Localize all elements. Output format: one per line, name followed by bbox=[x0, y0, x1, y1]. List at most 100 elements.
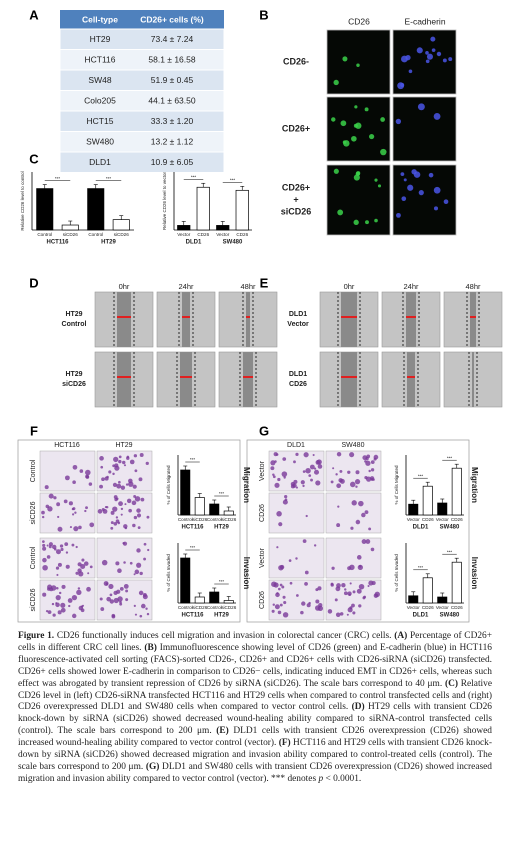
row-label: siCD26 bbox=[30, 588, 37, 611]
stained-cell bbox=[281, 471, 288, 477]
stained-cell bbox=[112, 464, 116, 468]
stained-cell bbox=[142, 592, 147, 597]
stained-cell bbox=[370, 468, 375, 472]
stained-cell bbox=[112, 506, 118, 512]
bar bbox=[112, 219, 130, 231]
stained-cell bbox=[335, 612, 341, 618]
stained-cell bbox=[317, 464, 323, 469]
stained-cell bbox=[290, 484, 295, 489]
caption-run: (E) bbox=[216, 726, 229, 737]
cell-spot bbox=[374, 178, 378, 182]
stained-cell bbox=[274, 460, 277, 463]
panel-frame bbox=[17, 439, 241, 623]
cell-spot bbox=[400, 83, 405, 87]
cell-spot bbox=[416, 47, 423, 54]
stained-cell bbox=[143, 542, 147, 546]
cell-spot bbox=[436, 51, 442, 57]
panel-frame bbox=[246, 439, 470, 623]
stained-cell bbox=[303, 452, 309, 458]
table-cell: 13.2 ± 1.12 bbox=[151, 136, 194, 146]
stained-cell bbox=[118, 480, 121, 484]
stained-cell bbox=[309, 464, 315, 470]
cell-spot bbox=[380, 148, 387, 156]
stained-cell bbox=[296, 594, 299, 597]
stained-cell bbox=[119, 586, 124, 591]
stained-cell bbox=[113, 456, 119, 463]
table-cell: SW48 bbox=[88, 75, 111, 85]
panel-label: C bbox=[29, 151, 39, 166]
stained-cell bbox=[101, 508, 105, 512]
stained-cell bbox=[64, 475, 70, 481]
stained-cell bbox=[283, 600, 287, 605]
category-label: siCD26 bbox=[192, 605, 208, 610]
bar bbox=[216, 225, 230, 231]
significance-label: *** bbox=[230, 178, 236, 183]
column-header: DLD1 bbox=[287, 442, 305, 449]
cell-spot bbox=[411, 169, 417, 175]
bar bbox=[194, 596, 205, 604]
stained-cell bbox=[48, 493, 54, 499]
stained-cell bbox=[304, 582, 308, 586]
stained-cell bbox=[124, 503, 127, 506]
stained-cell bbox=[330, 583, 334, 587]
stained-cell bbox=[351, 603, 355, 608]
group-label: SW480 bbox=[440, 613, 460, 619]
panel-label: F bbox=[30, 423, 38, 438]
stained-cell bbox=[347, 607, 353, 613]
stained-cell bbox=[125, 598, 129, 602]
stained-cell bbox=[332, 467, 335, 470]
stained-cell bbox=[140, 497, 145, 502]
stained-cell bbox=[89, 522, 95, 528]
wound-gap bbox=[406, 292, 416, 347]
table-cell: Colo205 bbox=[84, 95, 116, 105]
cell-spot bbox=[369, 133, 375, 140]
stained-cell bbox=[273, 582, 279, 588]
stained-cell bbox=[147, 548, 150, 552]
stained-cell bbox=[365, 476, 372, 482]
column-header: SW480 bbox=[342, 442, 365, 449]
stained-cell bbox=[312, 454, 315, 457]
transwell-image bbox=[325, 537, 382, 579]
group-label: SW480 bbox=[440, 525, 460, 531]
stained-cell bbox=[64, 542, 69, 547]
table-cell: HCT15 bbox=[87, 116, 114, 126]
stained-cell bbox=[100, 607, 105, 611]
bar bbox=[408, 503, 419, 516]
table-cell: HCT116 bbox=[84, 54, 115, 64]
stained-cell bbox=[123, 524, 128, 529]
cell-spot bbox=[401, 196, 407, 202]
stained-cell bbox=[46, 555, 51, 559]
cell-spot bbox=[405, 55, 411, 61]
stained-cell bbox=[114, 463, 119, 468]
table-row bbox=[59, 69, 225, 91]
row-label: siCD26 bbox=[281, 206, 312, 216]
cell-spot bbox=[448, 57, 453, 62]
cell-spot bbox=[351, 135, 357, 142]
caption-run: Relative CD26 level in (left) CD26-siRNA… bbox=[18, 678, 492, 713]
stained-cell bbox=[108, 470, 112, 474]
stained-cell bbox=[139, 571, 143, 576]
category-label: CD26 bbox=[451, 517, 463, 522]
stained-cell bbox=[336, 483, 342, 489]
stained-cell bbox=[55, 549, 61, 555]
category-label: Control bbox=[178, 517, 193, 522]
time-label: 0hr bbox=[344, 282, 355, 291]
stained-cell bbox=[117, 521, 121, 525]
stained-cell bbox=[275, 453, 279, 456]
column-header: CD26 bbox=[348, 16, 370, 26]
stained-cell bbox=[46, 544, 49, 547]
significance-label: *** bbox=[190, 545, 196, 550]
stained-cell bbox=[146, 515, 150, 519]
row-label: siCD26 bbox=[30, 501, 37, 524]
category-label: CD26 bbox=[451, 605, 463, 610]
stained-cell bbox=[56, 573, 59, 576]
stained-cell bbox=[99, 484, 103, 489]
cell-spot bbox=[340, 120, 347, 127]
time-label: 24hr bbox=[178, 282, 194, 291]
stained-cell bbox=[272, 475, 276, 479]
caption-run: p bbox=[318, 773, 324, 784]
stained-cell bbox=[270, 466, 275, 471]
stained-cell bbox=[68, 501, 73, 506]
stained-cell bbox=[344, 588, 347, 591]
stained-cell bbox=[76, 589, 82, 596]
